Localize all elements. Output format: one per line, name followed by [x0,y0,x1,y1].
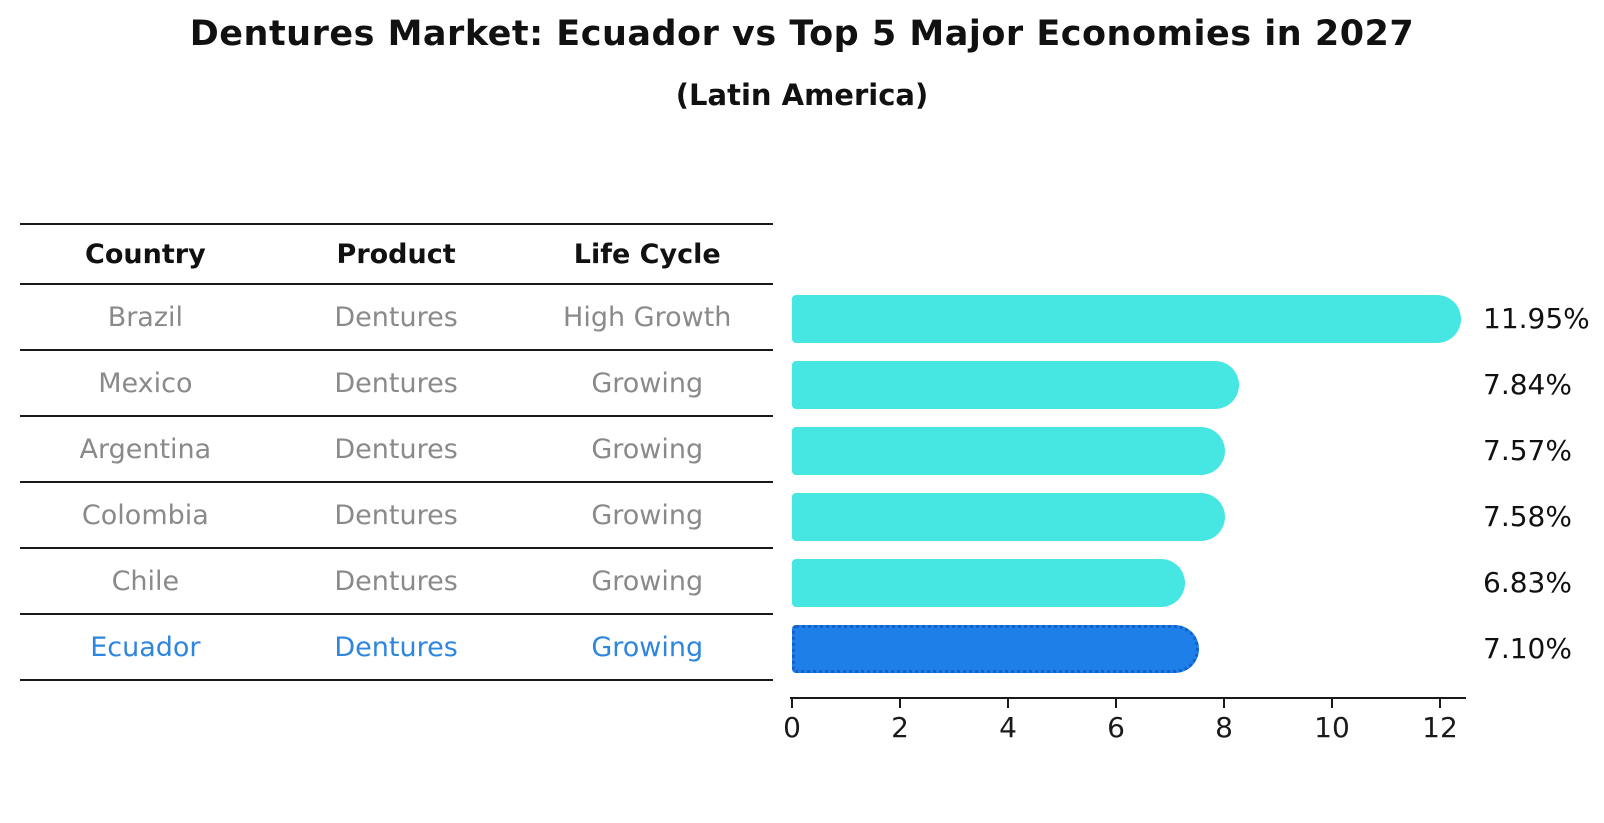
table-row: Mexico Dentures Growing [20,351,773,417]
table-cell-product: Dentures [334,433,458,465]
bar-chile [792,559,1185,607]
table-row: Ecuador Dentures Growing [20,615,773,681]
bar-colombia [792,493,1226,541]
x-axis-tick-label: 0 [783,711,801,744]
table-cell-lifecycle: High Growth [563,301,732,333]
table-cell-lifecycle: Growing [591,367,704,399]
table-cell-lifecycle: Growing [591,631,704,663]
table-row: Colombia Dentures Growing [20,483,773,549]
table-cell-lifecycle: Growing [591,433,704,465]
x-axis-tick [1439,699,1441,708]
chart-title: Dentures Market: Ecuador vs Top 5 Major … [189,14,1415,54]
x-axis-tick [1223,699,1225,708]
x-axis-tick [899,699,901,708]
table-cell-product: Dentures [334,367,458,399]
country-table: Country Product Life Cycle Brazil Dentur… [20,223,773,681]
table-cell-country: Mexico [98,367,193,399]
table-cell-product: Dentures [334,565,458,597]
bar-value-label: 7.84% [1483,368,1572,401]
table-header-country: Country [85,238,206,270]
x-axis-tick-label: 4 [999,711,1017,744]
table-row: Chile Dentures Growing [20,549,773,615]
x-axis-tick [1331,699,1333,708]
bar-value-label: 11.95% [1483,302,1590,335]
table-header-lifecycle: Life Cycle [573,238,721,270]
table-cell-country: Brazil [107,301,184,333]
bar-value-label: 7.10% [1483,632,1572,665]
table-cell-country: Chile [111,565,180,597]
chart-subtitle: (Latin America) [675,78,929,112]
x-axis-tick [791,699,793,708]
x-axis-tick-label: 2 [891,711,909,744]
table-cell-country: Ecuador [90,631,201,663]
table-cell-lifecycle: Growing [591,565,704,597]
table-cell-lifecycle: Growing [591,499,704,531]
table-row: Brazil Dentures High Growth [20,285,773,351]
table-cell-product: Dentures [334,301,458,333]
table-cell-country: Colombia [81,499,209,531]
bar-brazil [792,295,1462,343]
x-axis-line [790,697,1466,699]
x-axis-tick-label: 12 [1422,711,1458,744]
bar-value-label: 6.83% [1483,566,1572,599]
x-axis-tick [1007,699,1009,708]
table-header-product: Product [336,238,456,270]
x-axis-tick-label: 10 [1314,711,1350,744]
bar-mexico [792,361,1240,409]
x-axis-tick-label: 8 [1215,711,1233,744]
bar-value-label: 7.58% [1483,500,1572,533]
table-cell-country: Argentina [79,433,212,465]
table-header-row: Country Product Life Cycle [20,225,773,285]
table-row: Argentina Dentures Growing [20,417,773,483]
table-cell-product: Dentures [334,631,458,663]
x-axis-tick [1115,699,1117,708]
table-cell-product: Dentures [334,499,458,531]
bar-value-label: 7.57% [1483,434,1572,467]
bar-highlight-ecuador [792,625,1200,673]
x-axis-tick-label: 6 [1107,711,1125,744]
bar-argentina [792,427,1225,475]
